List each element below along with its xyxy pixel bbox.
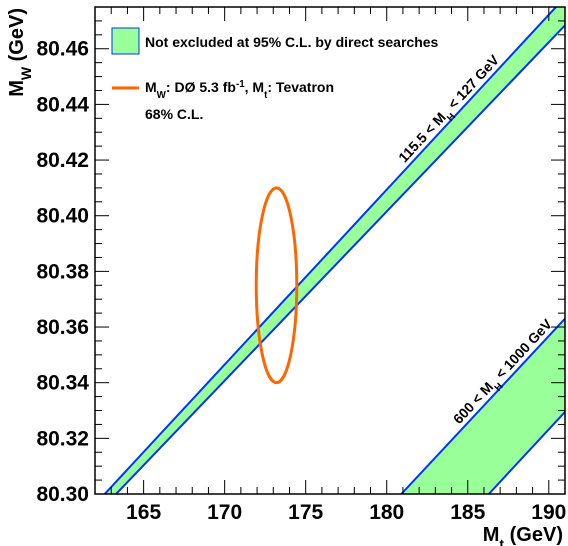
legend-fill-swatch	[112, 28, 139, 54]
legend-fill-label: Not excluded at 95% C.L. by direct searc…	[145, 34, 439, 50]
x-tick-label: 175	[288, 501, 323, 524]
y-tick-label: 80.36	[36, 316, 89, 339]
y-tick-label: 80.40	[36, 205, 89, 228]
x-tick-label: 170	[207, 501, 242, 524]
y-tick-label: 80.42	[36, 149, 89, 172]
y-tick-label: 80.34	[36, 372, 89, 395]
x-tick-label: 180	[369, 501, 404, 524]
y-tick-label: 80.44	[36, 93, 89, 116]
legend-line-label-cl: 68% C.L.	[145, 106, 203, 122]
y-tick-label: 80.38	[36, 260, 89, 283]
y-tick-label: 80.30	[36, 483, 89, 506]
x-tick-label: 185	[450, 501, 485, 524]
x-tick-label: 165	[126, 501, 161, 524]
y-tick-label: 80.32	[36, 427, 89, 450]
x-axis-title: Mt (GeV)	[483, 524, 563, 546]
x-tick-label: 190	[531, 501, 566, 524]
y-tick-label: 80.46	[36, 38, 89, 61]
